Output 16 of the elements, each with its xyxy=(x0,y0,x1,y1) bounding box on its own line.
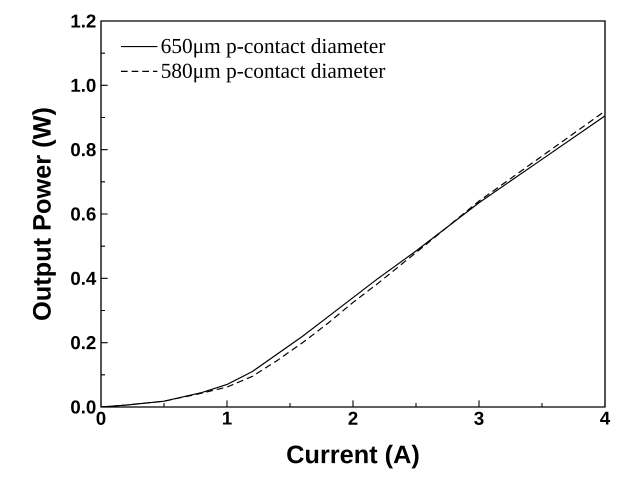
x-tick-label: 1 xyxy=(222,412,232,425)
x-tick-label: 2 xyxy=(348,412,358,425)
x-tick-label: 4 xyxy=(600,412,610,425)
y-tick-label: 0.6 xyxy=(71,207,96,221)
y-tick-label: 1.2 xyxy=(72,14,96,28)
legend-label: 650μm p-contact diameter xyxy=(162,38,386,58)
y-tick-label: 0.0 xyxy=(71,400,96,414)
y-tick-label: 0.4 xyxy=(71,272,96,285)
y-tick-label: 1.0 xyxy=(72,78,96,92)
x-axis-title: Current (A) xyxy=(287,444,419,468)
x-tick-label: 3 xyxy=(474,412,484,425)
legend-label: 580μm p-contact diameter xyxy=(162,62,386,82)
x-tick-label: 0 xyxy=(96,412,106,425)
y-axis-title: Output Power (W) xyxy=(32,108,56,320)
y-tick-label: 0.8 xyxy=(71,143,96,156)
y-tick-label: 0.2 xyxy=(71,336,96,350)
